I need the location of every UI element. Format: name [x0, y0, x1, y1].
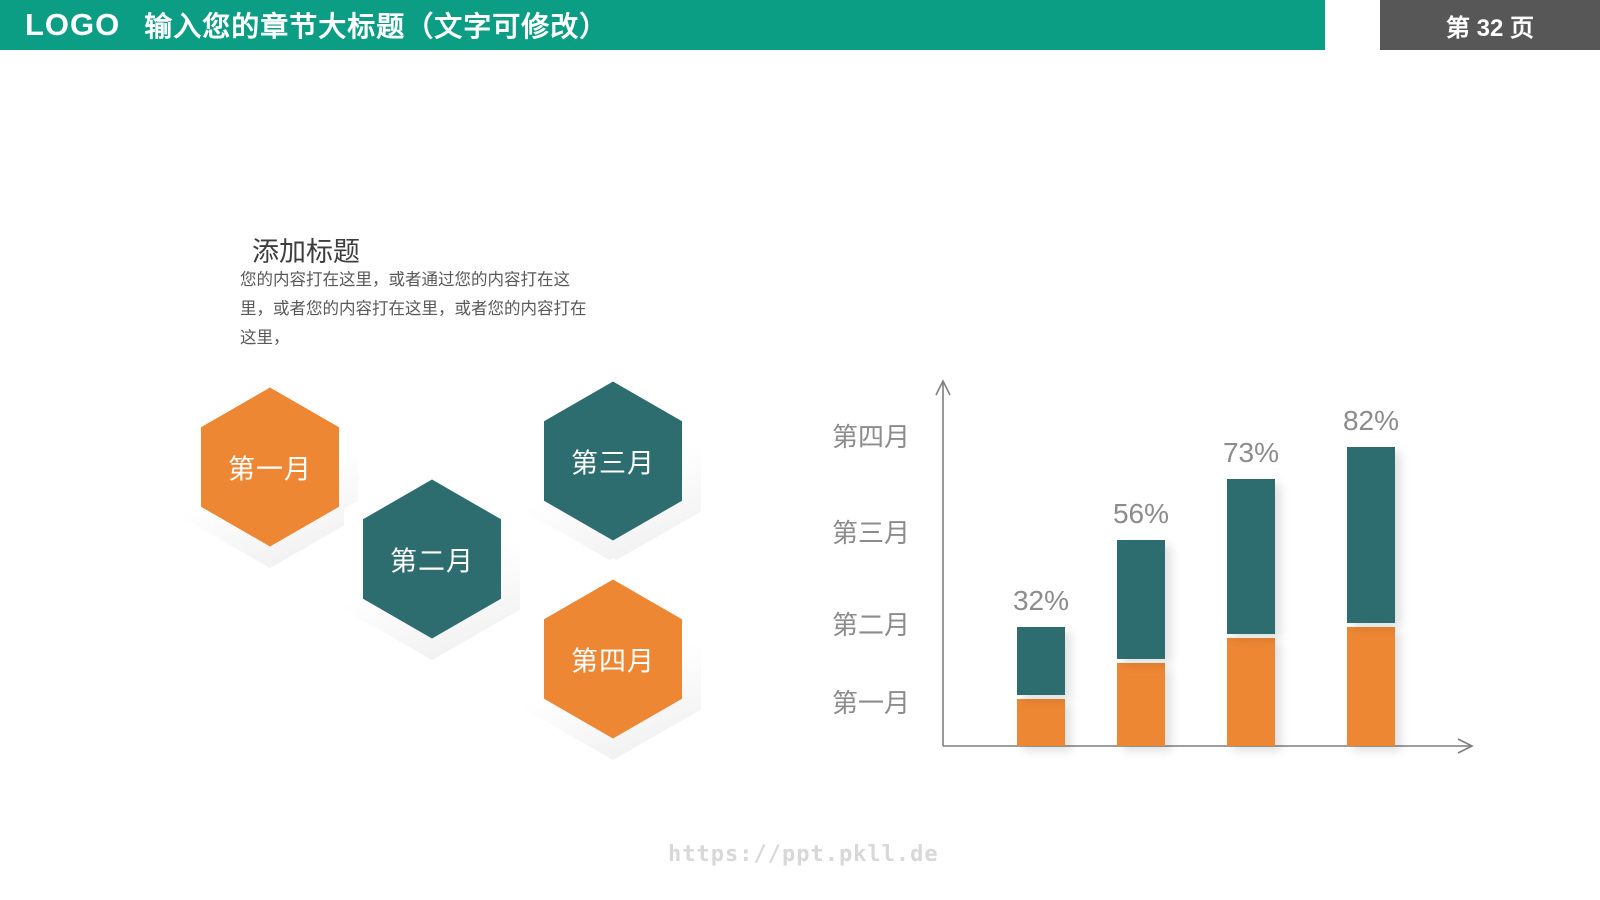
bar-segment-top: [1227, 479, 1275, 634]
chart-y-label: 第三月: [832, 518, 911, 548]
chart-y-label: 第二月: [832, 610, 911, 640]
bar-total-label: 32%: [1012, 584, 1070, 616]
bar-chart: 第四月第三月第二月第一月 32% 56% 73% 82%: [820, 365, 1500, 765]
bar-segment-bottom: [1347, 627, 1395, 746]
watermark-text: https://ppt.pkll.de: [668, 842, 939, 867]
hexagon-label: 第三月: [571, 448, 655, 479]
intro-body: 您的内容打在这里，或者通过您的内容打在这里，或者您的内容打在这里，或者您的内容打…: [240, 271, 587, 347]
hexagon-fill: 第四月: [544, 579, 682, 739]
hexagon-item-2: 第二月: [344, 458, 520, 660]
bar-segment-top: [1117, 540, 1165, 660]
intro-heading: 添加标题: [252, 237, 360, 267]
chart-y-label: 第一月: [832, 688, 911, 718]
chart-y-label: 第四月: [832, 422, 911, 452]
hexagon-fill: 第二月: [363, 479, 501, 639]
bar-segment-bottom: [1117, 663, 1165, 746]
hexagon-item-1: 第一月: [182, 366, 358, 568]
page-number-box: 第 32 页: [1380, 0, 1600, 50]
bar-total-label: 82%: [1342, 404, 1400, 436]
hexagon-fill: 第一月: [201, 387, 339, 547]
chart-axes: [935, 379, 1474, 754]
hexagon-label: 第二月: [390, 546, 474, 577]
header-bar: LOGO 输入您的章节大标题（文字可修改）: [0, 0, 1325, 50]
hexagon-item-3: 第三月: [525, 360, 701, 562]
bar-segment-top: [1017, 626, 1065, 696]
page-number-label: 第 32 页: [1445, 14, 1535, 42]
hexagon-label: 第四月: [571, 646, 655, 677]
hexagon-item-4: 第四月: [525, 558, 701, 760]
hexagon-fill: 第三月: [544, 381, 682, 541]
header-title: 输入您的章节大标题（文字可修改）: [144, 11, 609, 42]
bar-segment-top: [1347, 446, 1395, 624]
bar-segment-bottom: [1227, 638, 1275, 746]
bar-total-label: 56%: [1112, 498, 1170, 530]
hexagon-label: 第一月: [228, 454, 312, 485]
bar-segment-bottom: [1017, 699, 1065, 746]
bar-total-label: 73%: [1222, 437, 1280, 469]
logo-text: LOGO: [25, 7, 121, 42]
